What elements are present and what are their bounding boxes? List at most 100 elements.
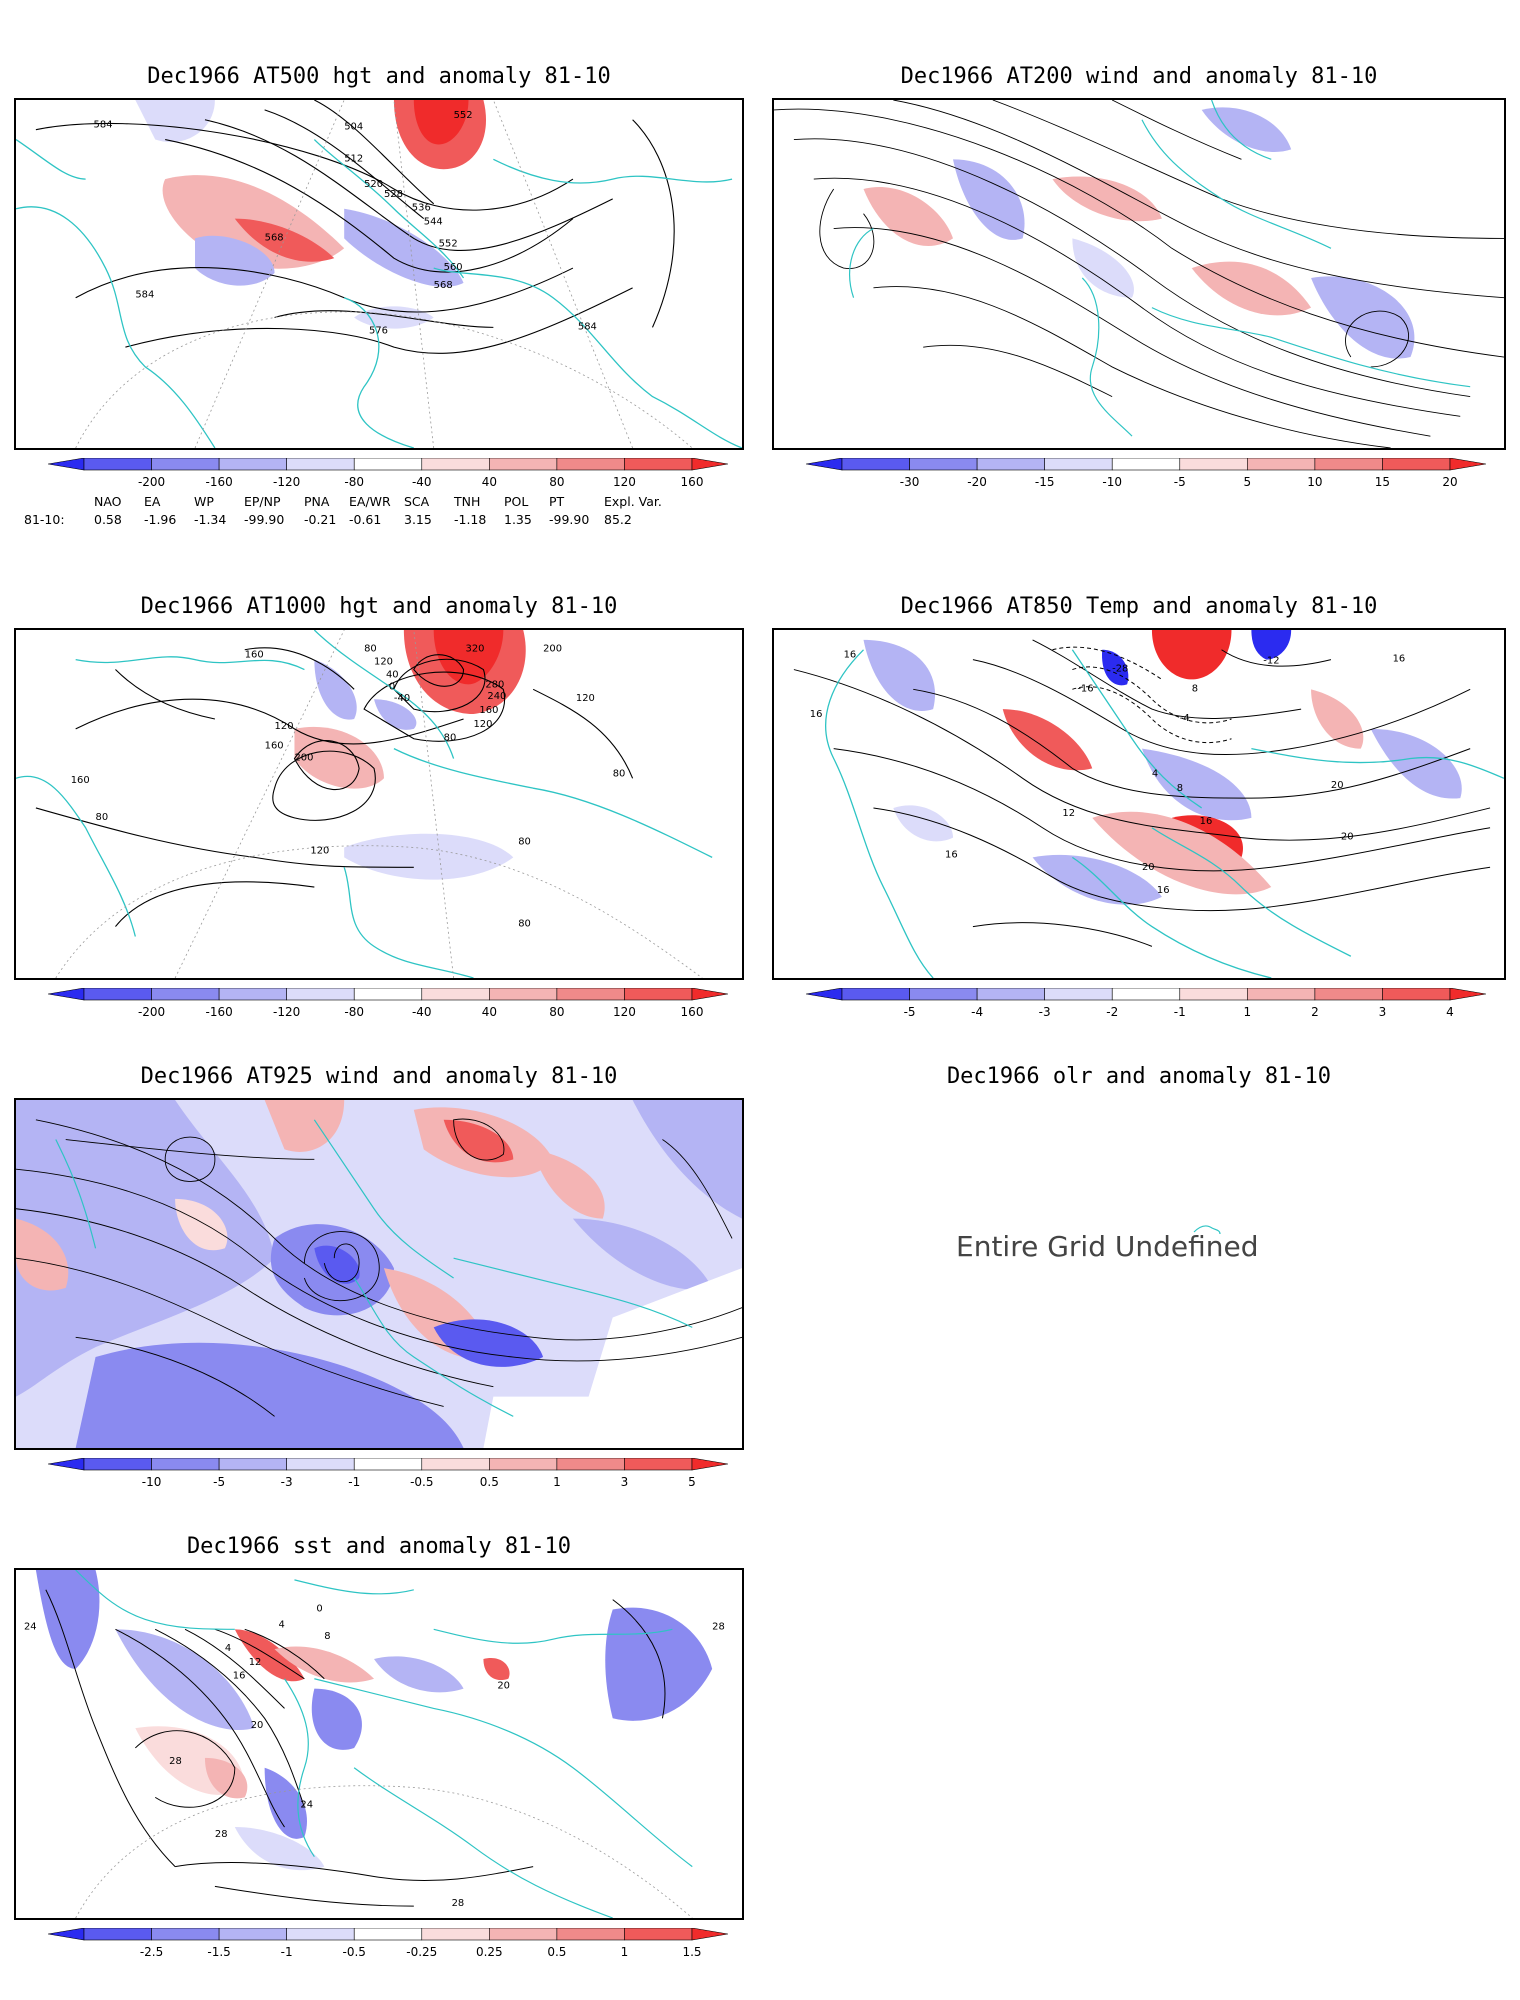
svg-text:160: 160 (479, 705, 498, 716)
colorbar-tick-label: -120 (273, 475, 300, 489)
undefined-message: Entire Grid Undefined (956, 1230, 1259, 1263)
svg-text:16: 16 (1393, 654, 1406, 665)
svg-text:80: 80 (518, 837, 531, 848)
colorbar-left-arrow (806, 988, 843, 1001)
svg-text:16: 16 (945, 849, 958, 860)
svg-text:16: 16 (844, 650, 857, 661)
colorbar-segment (1179, 988, 1248, 1001)
colorbar: -10-5-3-1-0.50.513510 (48, 1458, 728, 1490)
colorbar-tick-label: -1 (348, 1475, 360, 1489)
tele-header: Expl. Var. (604, 494, 662, 509)
svg-text:160: 160 (245, 650, 264, 661)
panel-title: Dec1966 AT500 hgt and anomaly 81-10 (147, 64, 611, 89)
colorbar-tick-label: -30 (900, 475, 920, 489)
colorbar-segment (218, 988, 287, 1001)
colorbar-tick-label: 1 (553, 1475, 561, 1489)
svg-text:120: 120 (576, 693, 595, 704)
colorbar-tick-label: 10 (1307, 475, 1322, 489)
tele-value: 0.58 (94, 512, 122, 527)
colorbar-segment (151, 1928, 220, 1941)
colorbar-segment (489, 988, 558, 1001)
colorbar-tick-label: 40 (482, 475, 497, 489)
map-at200 (774, 100, 1504, 448)
colorbar-right-arrow (1449, 988, 1486, 1001)
colorbar-segment (83, 1928, 152, 1941)
colorbar-left-arrow (48, 988, 85, 1001)
svg-text:200: 200 (543, 644, 562, 655)
colorbar-segment (841, 458, 910, 471)
colorbar-segment (286, 1928, 355, 1941)
map-frame (772, 98, 1506, 450)
svg-text:8: 8 (324, 1631, 330, 1642)
colorbar-tick-label: -200 (138, 475, 165, 489)
tele-value: -0.61 (349, 512, 382, 527)
colorbar-segment (286, 1458, 355, 1471)
colorbar-tick-label: 4 (1446, 1005, 1454, 1019)
tele-value: 1.35 (504, 512, 532, 527)
panel-title: Dec1966 AT925 wind and anomaly 81-10 (140, 1064, 618, 1089)
colorbar-segment (909, 988, 978, 1001)
tele-value: -1.18 (454, 512, 487, 527)
svg-text:16: 16 (233, 1671, 246, 1682)
colorbar: -30-20-15-10-5510152030 (806, 458, 1486, 490)
svg-text:28: 28 (215, 1829, 228, 1840)
colorbar-tick-label: 80 (549, 1005, 564, 1019)
colorbar-tick-label: -200 (138, 1005, 165, 1019)
map-at1000: 160 80 120 40 0 -40 320 200 280 240 160 … (16, 630, 713, 978)
panel-sst: Dec1966 sst and anomaly 81-10 (14, 1530, 744, 1960)
colorbar-tick-label: 120 (613, 1005, 636, 1019)
colorbar-tick-label: -1 (1174, 1005, 1186, 1019)
panel-at850: Dec1966 AT850 Temp and anomaly 81-10 (772, 590, 1506, 1020)
colorbar-right-arrow (691, 1458, 728, 1471)
colorbar-tick-label: -80 (344, 1005, 364, 1019)
tele-value: -0.21 (304, 512, 337, 527)
colorbar-segment (1382, 988, 1451, 1001)
colorbar-segment (1111, 458, 1181, 471)
colorbar-left-arrow (48, 1928, 85, 1941)
colorbar-segment (556, 988, 625, 1001)
colorbar-segment (83, 458, 152, 471)
colorbar-segment (286, 458, 355, 471)
colorbar-segment (151, 458, 220, 471)
svg-text:16: 16 (1200, 816, 1213, 827)
tele-header: EA (144, 494, 161, 509)
tele-row-label: 81-10: (24, 512, 65, 527)
svg-text:12: 12 (1062, 808, 1075, 819)
svg-text:504: 504 (344, 122, 363, 133)
colorbar-segment (151, 1458, 220, 1471)
svg-text:80: 80 (613, 768, 626, 779)
svg-text:584: 584 (94, 120, 113, 131)
svg-text:-12: -12 (1263, 656, 1279, 667)
colorbar-tick-label: -40 (412, 1005, 432, 1019)
colorbar-segment (624, 458, 693, 471)
colorbar-segment (556, 458, 625, 471)
colorbar-tick-label: -2 (1106, 1005, 1118, 1019)
colorbar-svg: -5-4-3-2-112345 (806, 988, 1486, 1019)
colorbar-segment (976, 458, 1045, 471)
tele-value: -99.90 (244, 512, 285, 527)
colorbar-segment (489, 1458, 558, 1471)
tele-value: -1.34 (194, 512, 227, 527)
colorbar-left-arrow (806, 458, 843, 471)
colorbar-tick-label: 1.5 (682, 1945, 701, 1959)
colorbar-tick-label: -3 (1039, 1005, 1051, 1019)
colorbar-right-arrow (1449, 458, 1486, 471)
colorbar-segment (83, 988, 152, 1001)
tele-header: TNH (454, 494, 481, 509)
colorbar-left-arrow (48, 458, 85, 471)
colorbar-segment (218, 1458, 287, 1471)
colorbar-tick-label: -15 (1035, 475, 1055, 489)
svg-text:120: 120 (374, 657, 393, 668)
svg-text:552: 552 (439, 238, 458, 249)
colorbar-tick-label: -40 (412, 475, 432, 489)
map-frame (14, 1098, 744, 1450)
colorbar-tick-label: -160 (205, 475, 232, 489)
svg-text:80: 80 (444, 733, 457, 744)
colorbar-segment (841, 988, 910, 1001)
colorbar-segment (353, 988, 423, 1001)
colorbar-tick-label: 2 (1311, 1005, 1319, 1019)
colorbar-segment (1044, 458, 1113, 471)
colorbar-svg: -200-160-120-80-404080120160200 (48, 988, 728, 1019)
colorbar-tick-label: -1.5 (207, 1945, 230, 1959)
colorbar-tick-label: 3 (1379, 1005, 1387, 1019)
